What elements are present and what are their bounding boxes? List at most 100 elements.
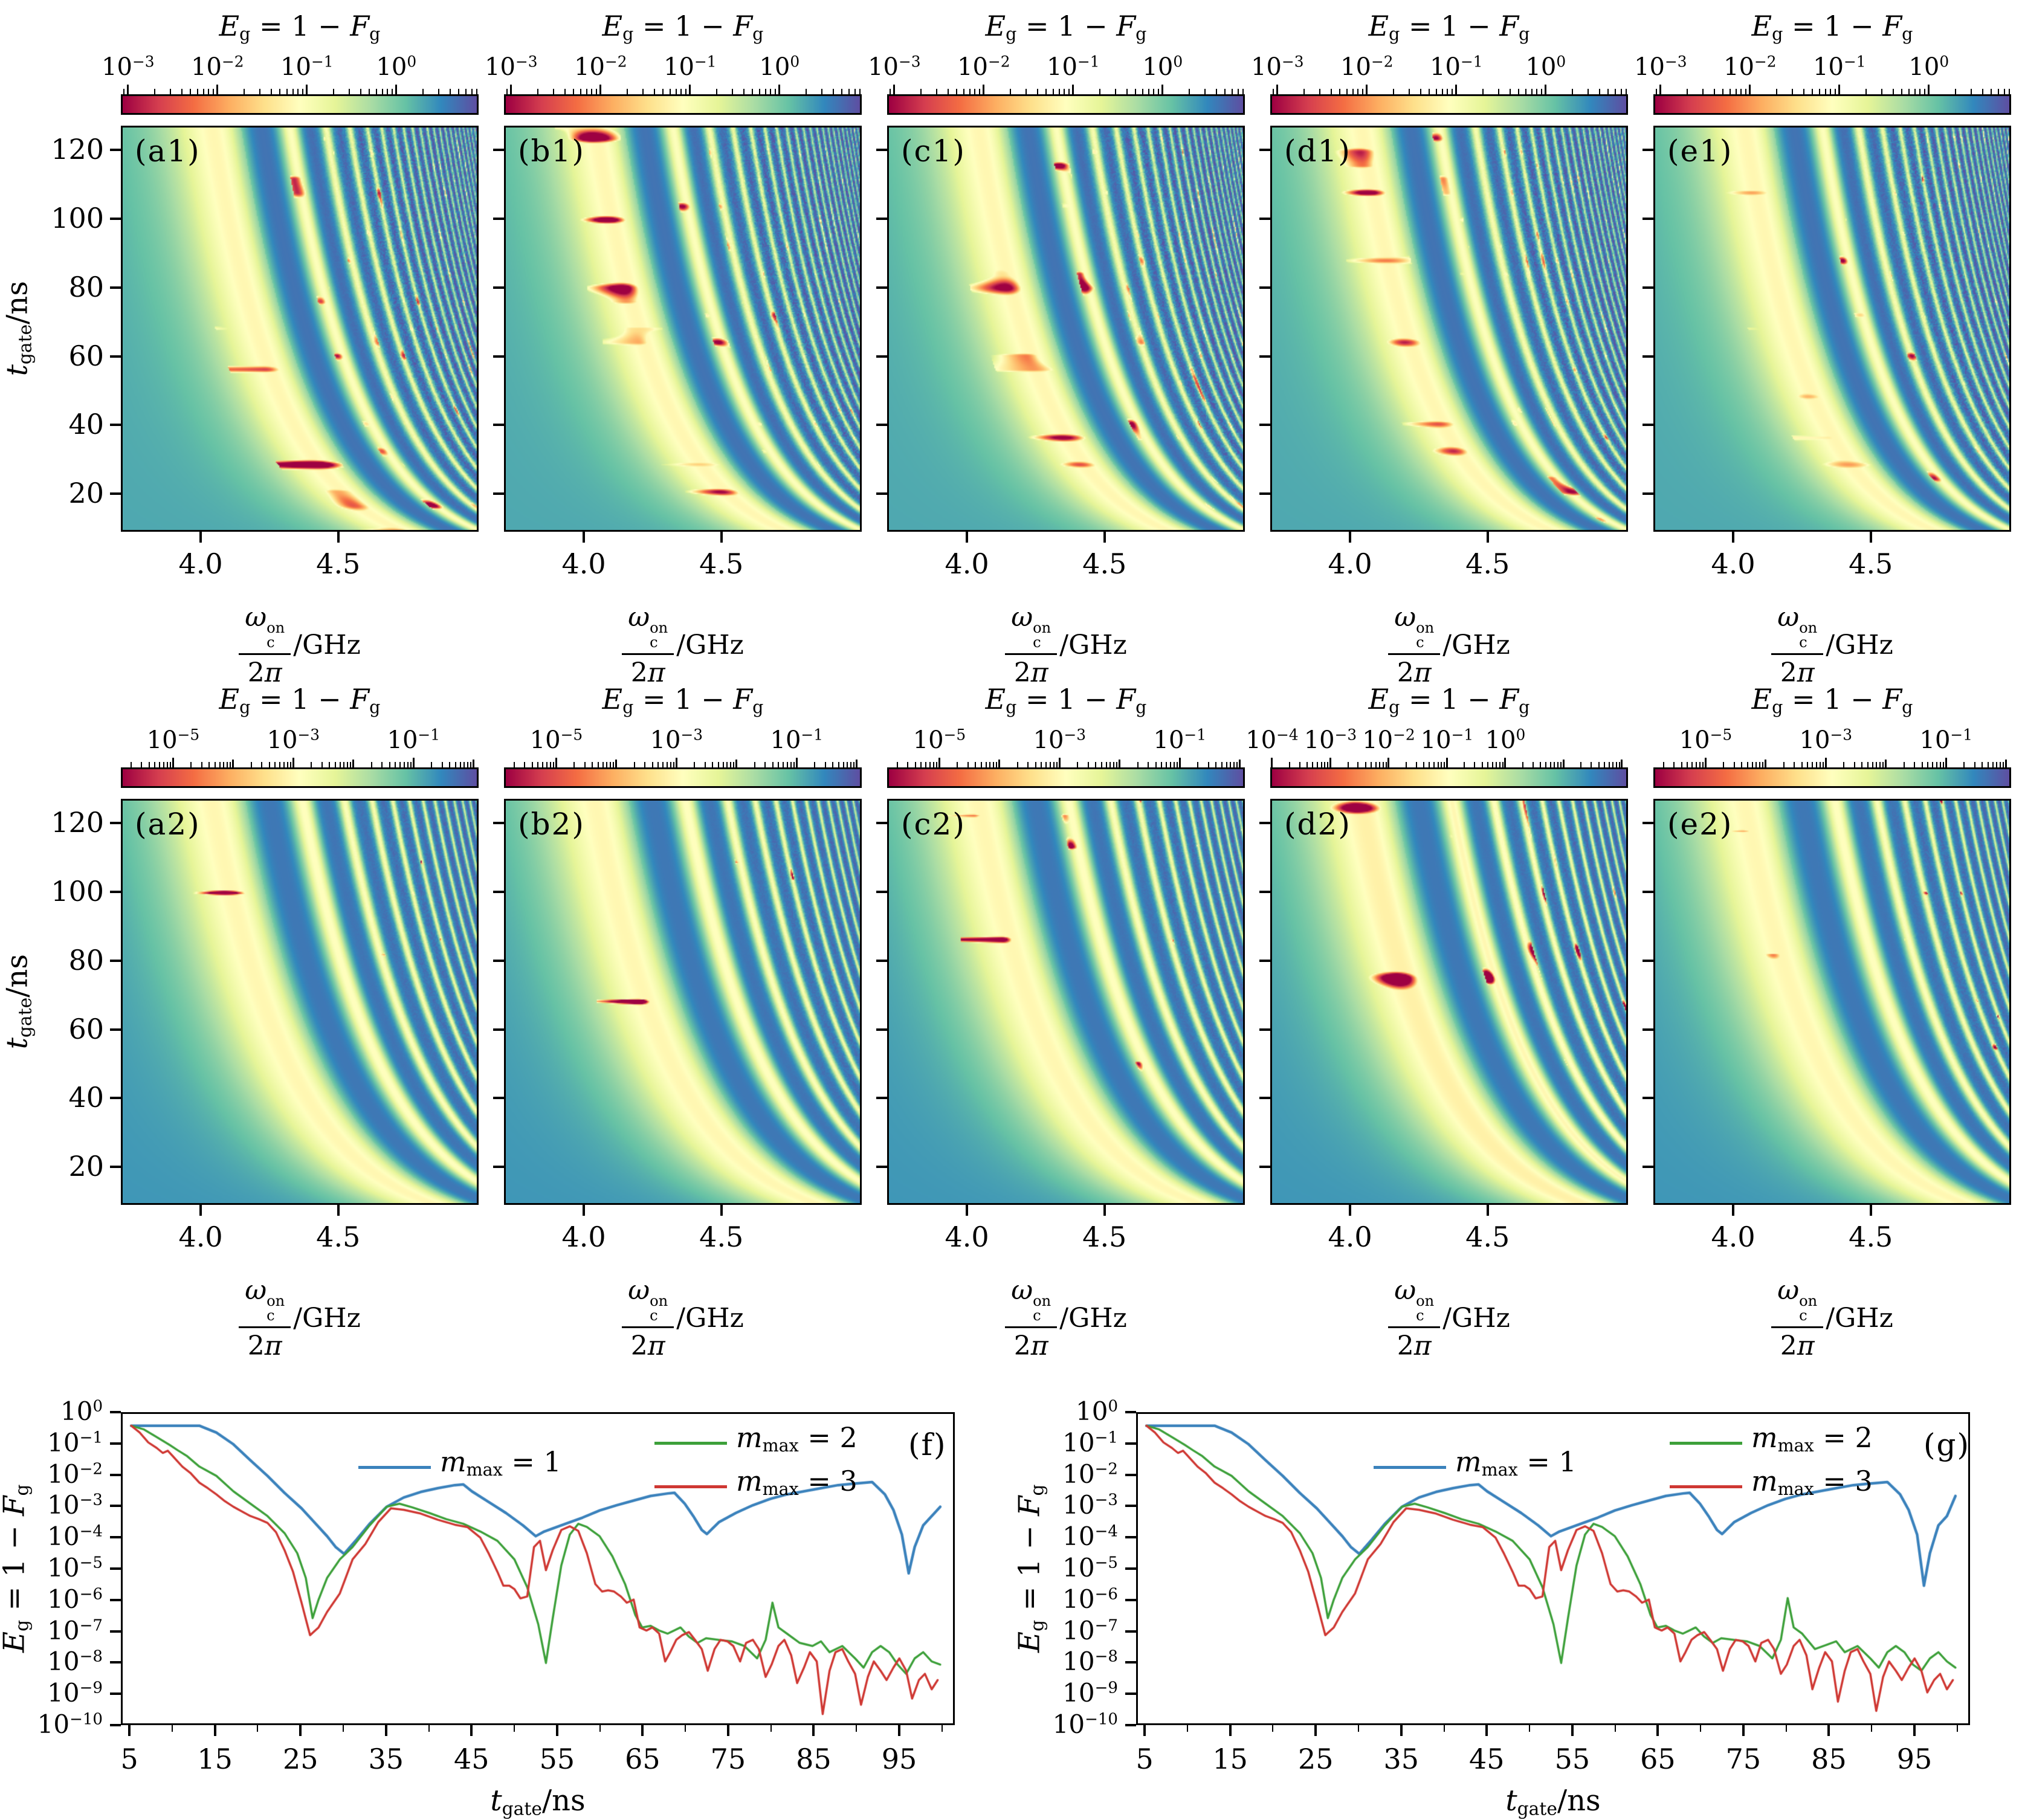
colorbar-minor-tick xyxy=(1204,89,1206,94)
line-canvas-f xyxy=(123,1414,953,1723)
colorbar-tick-label: 10−1 xyxy=(1398,726,1495,754)
power-exponent: −3 xyxy=(1064,726,1087,744)
y-tick-label: 20 xyxy=(68,1150,104,1183)
y-tick-label: 10−2 xyxy=(0,1459,103,1489)
colorbar-minor-tick xyxy=(1853,762,1855,767)
colorbar-minor-tick xyxy=(159,762,161,767)
power-label: 10−3 xyxy=(1800,726,1852,754)
x-tick xyxy=(641,1725,644,1736)
x-axis-label: ω on c 2π/GHz xyxy=(1270,602,1628,688)
y-tick xyxy=(1125,1724,1136,1726)
x-tick-label: 4.0 xyxy=(178,547,223,580)
y-tick xyxy=(110,217,121,220)
heatmap-canvas-e1 xyxy=(1655,127,2009,530)
power-label: 10−3 xyxy=(102,53,154,81)
colorbar-minor-tick xyxy=(662,89,664,94)
sub-sup-stack: on c xyxy=(266,1294,285,1323)
math-seg: = 1 − xyxy=(1783,10,1883,42)
colorbar-minor-tick xyxy=(1224,89,1226,94)
colorbar-minor-tick xyxy=(1861,762,1863,767)
colorbar-minor-tick xyxy=(1803,89,1804,94)
legend-line-sample xyxy=(1670,1485,1742,1488)
colorbar-minor-tick xyxy=(1872,762,1873,767)
colorbar-tick-label: 10−3 xyxy=(463,53,560,81)
x-tick-label: 4.5 xyxy=(316,547,361,580)
power-base: 10 xyxy=(47,1615,80,1645)
power-label: 10−3 xyxy=(485,53,537,81)
colorbar-tick-label: 10−2 xyxy=(552,53,649,81)
heatmap-canvas-d2 xyxy=(1272,801,1626,1203)
y-tick-label: 100 xyxy=(51,201,104,234)
math-seg: = 1 xyxy=(502,1445,561,1478)
colorbar-minor-tick xyxy=(1357,762,1359,767)
colorbar-minor-tick xyxy=(1881,89,1883,94)
y-tick-label: 10−1 xyxy=(0,1428,103,1457)
colorbar-minor-tick xyxy=(586,89,587,94)
colorbar-minor-tick xyxy=(1540,762,1542,767)
colorbar-minor-tick xyxy=(1226,762,1227,767)
superscript: on xyxy=(1033,1292,1051,1309)
heatmap-panel-b1: Eg = 1 − Fg 10−3 10−2 10−1 100 (b1) 4.0 4.5 ω on c… xyxy=(485,0,862,1820)
colorbar-minor-tick xyxy=(1105,762,1107,767)
power-base: 10 xyxy=(1062,1615,1095,1645)
colorbar-tick xyxy=(395,85,398,94)
math-seg: g xyxy=(1902,697,1913,718)
math-seg: t xyxy=(1505,1784,1517,1818)
y-tick xyxy=(1259,1166,1270,1169)
colorbar-minor-tick xyxy=(524,762,526,767)
y-tick xyxy=(493,890,504,893)
colorbar-tick xyxy=(510,85,512,94)
heatmap-plot-a1: (a1) xyxy=(121,126,479,532)
power-exponent: −5 xyxy=(943,726,966,744)
colorbar-minor-tick xyxy=(920,89,922,94)
math-seg: g xyxy=(1006,24,1017,45)
power-base: 10 xyxy=(280,53,311,81)
y-tick-label: 10−3 xyxy=(1015,1490,1118,1520)
colorbar-minor-tick xyxy=(208,89,210,94)
colorbar xyxy=(1653,767,2011,788)
colorbar-minor-tick xyxy=(148,762,150,767)
colorbar-minor-tick xyxy=(1327,762,1329,767)
colorbar-title: Eg = 1 − Fg xyxy=(887,683,1245,717)
colorbar-tick xyxy=(555,758,557,767)
colorbar-minor-tick xyxy=(975,762,977,767)
power-label: 10−3 xyxy=(267,726,320,754)
colorbar-minor-tick xyxy=(1819,762,1821,767)
y-tick-label: 10−4 xyxy=(0,1522,103,1551)
power-exponent: −2 xyxy=(1371,53,1394,71)
subscript: c xyxy=(650,1307,658,1325)
x-tick-label: 4.5 xyxy=(316,1221,361,1253)
superscript: on xyxy=(650,1292,668,1309)
colorbar-minor-tick xyxy=(389,762,390,767)
power-exponent: −5 xyxy=(1094,1554,1118,1572)
math-seg: g xyxy=(1772,24,1783,45)
y-tick xyxy=(1642,148,1653,151)
colorbar-minor-tick xyxy=(1554,762,1555,767)
x-tick-label: 15 xyxy=(197,1743,233,1775)
x-tick xyxy=(555,1725,558,1736)
power-base: 10 xyxy=(47,1427,80,1457)
superscript: on xyxy=(1033,619,1051,636)
power-base: 10 xyxy=(1033,726,1064,754)
colorbar-minor-tick xyxy=(537,89,539,94)
line-plot-g: (g) mmax = 1 mmax = 2 mmax = 3 xyxy=(1136,1412,1970,1725)
colorbar-minor-tick xyxy=(181,89,182,94)
fraction-suffix: /GHz xyxy=(676,630,744,660)
x-tick xyxy=(812,1725,815,1736)
colorbar-minor-tick xyxy=(1572,89,1574,94)
colorbar-minor-tick xyxy=(1996,762,1998,767)
fraction-numerator: ω on c xyxy=(239,602,291,656)
math-seg: max xyxy=(762,1479,799,1500)
power-exponent: −5 xyxy=(1710,726,1733,744)
colorbar-tick xyxy=(1545,85,1547,94)
colorbar-tick xyxy=(1621,760,1623,767)
x-tick-label: 5 xyxy=(1135,1743,1154,1775)
x-tick xyxy=(898,1725,900,1736)
power-label: 10−6 xyxy=(1062,1584,1118,1614)
colorbar-minor-tick xyxy=(213,89,215,94)
colorbar-minor-tick xyxy=(743,89,745,94)
power-base: 10 xyxy=(1062,1490,1095,1520)
colorbar-minor-tick xyxy=(1115,89,1117,94)
colorbar-minor-tick xyxy=(339,762,341,767)
